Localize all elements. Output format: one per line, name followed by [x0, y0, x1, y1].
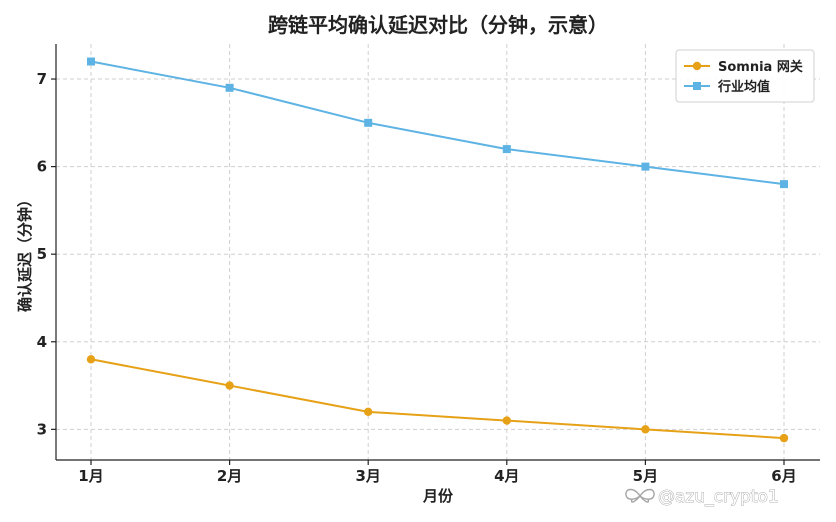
data-point — [779, 433, 789, 443]
watermark-text: @azu_crypto1 — [658, 487, 779, 507]
butterfly-logo-icon — [625, 488, 655, 503]
chart-title: 跨链平均确认延迟对比（分钟，示意） — [268, 13, 608, 37]
data-point — [641, 425, 650, 434]
y-tick-label: 5 — [37, 245, 47, 263]
y-tick-label: 7 — [37, 70, 47, 88]
series-line — [90, 60, 785, 186]
x-axis-label: 月份 — [422, 487, 454, 505]
legend-label: Somnia 网关 — [718, 59, 803, 75]
data-point — [225, 381, 234, 390]
x-tick-label: 3月 — [355, 467, 380, 485]
data-point — [364, 407, 373, 417]
legend-item: Somnia 网关 — [684, 59, 803, 75]
legend-box — [675, 49, 815, 103]
data-point — [225, 83, 234, 92]
y-tick-label: 4 — [37, 333, 47, 351]
ticks: 1月 2月 3月 4月 5月 6月 3 4 5 6 7 — [37, 70, 797, 485]
x-tick-label: 6月 — [771, 467, 796, 485]
legend-marker — [692, 61, 702, 71]
watermark: @azu_crypto1 — [625, 487, 779, 507]
data-point — [641, 162, 650, 171]
legend-label: 行业均值 — [717, 79, 770, 95]
y-tick-label: 6 — [37, 158, 47, 176]
x-tick-label: 4月 — [494, 467, 519, 485]
legend-marker — [693, 82, 701, 90]
series-2 — [87, 57, 788, 189]
x-tick-label: 1月 — [78, 467, 103, 485]
legend-item: 行业均值 — [684, 79, 770, 95]
data-point — [87, 57, 95, 66]
series-line — [90, 358, 785, 440]
grid — [56, 44, 820, 460]
x-tick-label: 2月 — [217, 467, 242, 485]
series-layer — [86, 57, 789, 443]
axes — [55, 44, 820, 461]
data-point — [86, 355, 96, 364]
series-1 — [86, 355, 789, 443]
data-point — [780, 180, 788, 189]
data-point — [502, 145, 511, 154]
data-point — [502, 416, 511, 425]
y-tick-label: 3 — [37, 420, 47, 438]
data-point — [364, 118, 373, 127]
y-axis-label: 确认延迟（分钟） — [16, 192, 34, 312]
x-tick-label: 5月 — [633, 467, 658, 485]
